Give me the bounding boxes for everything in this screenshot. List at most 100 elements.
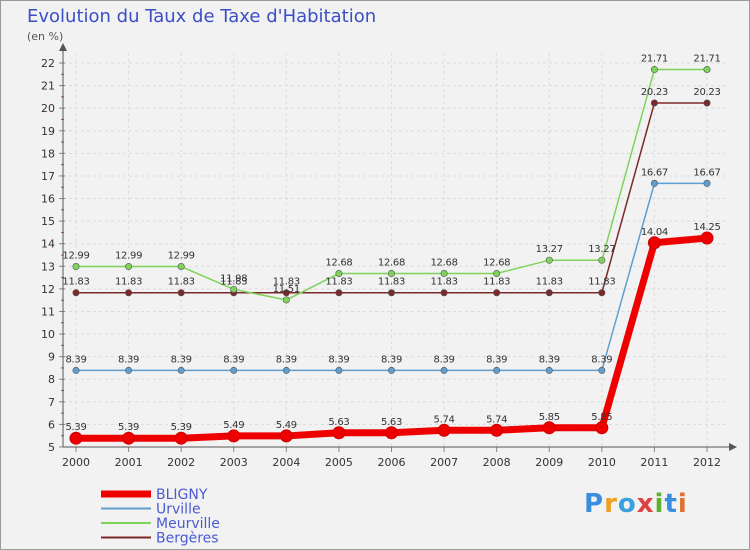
data-label: 21.71 — [693, 54, 720, 65]
data-point — [700, 231, 714, 245]
x-tick-label: 2002 — [167, 456, 195, 469]
data-point — [174, 431, 188, 445]
data-point — [440, 366, 448, 374]
y-tick-label: 9 — [48, 351, 55, 364]
data-label: 8.39 — [434, 354, 455, 365]
data-label: 11.83 — [273, 277, 300, 288]
x-tick-label: 2004 — [272, 456, 300, 469]
data-label: 5.39 — [171, 422, 192, 433]
x-tick-label: 2009 — [535, 456, 563, 469]
y-tick-label: 11 — [41, 305, 55, 318]
data-point — [493, 366, 501, 374]
data-label: 5.85 — [539, 412, 560, 423]
data-point — [490, 423, 504, 437]
data-point — [542, 421, 556, 435]
data-point — [282, 296, 290, 304]
y-tick-label: 20 — [41, 102, 55, 115]
data-label: 5.39 — [118, 422, 139, 433]
data-label: 11.83 — [378, 277, 405, 288]
y-tick-label: 21 — [41, 80, 55, 93]
data-point — [125, 366, 133, 374]
data-point — [545, 289, 553, 297]
y-tick-label: 7 — [48, 396, 55, 409]
data-point — [598, 256, 606, 264]
data-label: 5.74 — [486, 414, 507, 425]
data-label: 16.67 — [641, 167, 668, 178]
data-label: 11.83 — [588, 277, 615, 288]
data-point — [440, 289, 448, 297]
data-label: 5.39 — [65, 422, 86, 433]
data-label: 12.99 — [62, 251, 89, 262]
data-label: 8.39 — [539, 354, 560, 365]
data-label: 14.25 — [693, 222, 720, 233]
data-label: 11.83 — [220, 277, 247, 288]
chart-title: Evolution du Taux de Taxe d'Habitation — [27, 6, 377, 27]
data-label: 8.39 — [276, 354, 297, 365]
data-point — [125, 289, 133, 297]
data-label: 5.85 — [591, 412, 612, 423]
data-point — [650, 66, 658, 74]
y-tick-label: 8 — [48, 373, 55, 386]
x-tick-label: 2006 — [378, 456, 406, 469]
data-point — [598, 289, 606, 297]
data-point — [387, 270, 395, 278]
data-label: 11.83 — [168, 277, 195, 288]
data-point — [385, 426, 398, 440]
data-point — [650, 99, 658, 107]
data-label: 11.83 — [62, 277, 89, 288]
data-label: 11.51 — [273, 284, 300, 295]
data-point — [703, 66, 711, 74]
data-point — [69, 431, 83, 445]
data-point — [335, 270, 343, 278]
proxiti-logo: Proxiti — [584, 489, 688, 519]
data-label: 5.63 — [381, 417, 402, 428]
data-point — [545, 256, 553, 264]
y-tick-label: 16 — [41, 193, 55, 206]
y-tick-label: 13 — [41, 260, 55, 273]
x-tick-label: 2000 — [62, 456, 90, 469]
data-point — [335, 366, 343, 374]
data-point — [72, 289, 80, 297]
y-tick-label: 5 — [48, 441, 55, 454]
legend-label: Urville — [156, 502, 201, 518]
legend-label: Meurville — [156, 516, 220, 532]
data-point — [703, 99, 711, 107]
y-tick-label: 14 — [41, 238, 55, 251]
data-label: 13.27 — [536, 244, 563, 255]
data-label: 11.83 — [325, 277, 352, 288]
data-point — [230, 285, 238, 293]
data-label: 12.68 — [431, 258, 458, 269]
x-tick-label: 2010 — [588, 456, 616, 469]
data-point — [437, 423, 451, 437]
data-label: 20.23 — [693, 87, 720, 98]
legend-label: BLIGNY — [156, 487, 208, 503]
data-label: 16.67 — [693, 167, 720, 178]
data-label: 13.27 — [588, 244, 615, 255]
data-point — [282, 289, 290, 297]
y-tick-label: 22 — [41, 57, 55, 70]
data-point — [227, 429, 241, 443]
data-label: 5.74 — [434, 414, 455, 425]
data-label: 8.39 — [171, 354, 192, 365]
data-point — [493, 270, 501, 278]
data-point — [177, 289, 185, 297]
data-label: 8.39 — [118, 354, 139, 365]
data-point — [595, 421, 609, 435]
data-label: 11.83 — [536, 277, 563, 288]
x-tick-label: 2007 — [430, 456, 458, 469]
data-label: 8.39 — [65, 354, 86, 365]
data-point — [122, 431, 136, 445]
data-point — [647, 236, 661, 250]
data-label: 8.39 — [223, 354, 244, 365]
x-tick-label: 2008 — [483, 456, 511, 469]
x-tick-label: 2011 — [640, 456, 668, 469]
data-label: 8.39 — [591, 354, 612, 365]
data-point — [125, 263, 133, 271]
y-tick-label: 15 — [41, 215, 55, 228]
y-tick-label: 17 — [41, 170, 55, 183]
data-point — [177, 263, 185, 271]
data-label: 5.63 — [328, 417, 349, 428]
data-label: 12.99 — [168, 251, 195, 262]
y-tick-label: 6 — [48, 418, 55, 431]
data-point — [177, 366, 185, 374]
